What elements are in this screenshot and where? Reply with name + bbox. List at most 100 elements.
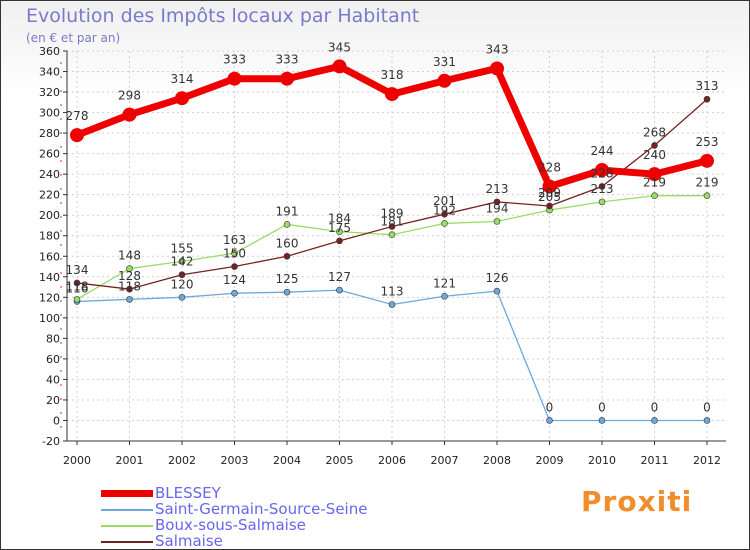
axis-dot [60, 90, 62, 92]
data-point [493, 218, 501, 225]
data-point [598, 183, 606, 190]
y-tick-label: 320 [39, 86, 60, 99]
data-point [283, 288, 291, 296]
x-tick-label: 2003 [221, 454, 249, 467]
y-tick-label: 80 [46, 332, 60, 345]
axis-dot [60, 286, 62, 288]
data-label: 124 [223, 273, 246, 287]
data-point [493, 198, 501, 206]
axis-dot [60, 426, 62, 428]
data-label: 313 [696, 79, 719, 93]
data-point [122, 107, 137, 122]
data-point [595, 163, 609, 178]
data-point [598, 198, 606, 206]
axis-dot [60, 202, 62, 204]
data-point [441, 220, 448, 227]
axis-dot [60, 412, 62, 414]
data-label: 205 [538, 190, 561, 204]
data-label: 253 [696, 135, 719, 149]
x-tick-label: 2001 [116, 454, 144, 467]
data-label: 113 [381, 285, 404, 299]
data-label: 126 [486, 271, 509, 285]
x-tick-label: 2007 [431, 454, 459, 467]
data-label: 128 [118, 269, 141, 283]
y-tick-label: 160 [39, 250, 60, 263]
data-label: 192 [433, 203, 456, 217]
data-label: 125 [276, 272, 299, 286]
data-point [283, 252, 291, 260]
y-tick-label: 240 [39, 168, 60, 181]
data-point [703, 192, 711, 200]
data-label: 345 [328, 40, 351, 54]
data-label: 333 [276, 53, 299, 67]
y-tick-label: 40 [46, 373, 60, 386]
data-label: 0 [598, 400, 606, 414]
x-tick-label: 2006 [378, 454, 406, 467]
y-tick-label: 140 [39, 271, 60, 284]
axis-dot [60, 216, 62, 218]
data-point [651, 142, 658, 149]
axis-dot [60, 342, 62, 344]
y-tick-label: 20 [46, 394, 60, 407]
axis-dot [60, 174, 62, 176]
data-label: 219 [696, 176, 719, 190]
x-tick-label: 2005 [326, 454, 354, 467]
chart-subtitle: (en € et par an) [26, 31, 121, 45]
data-label: 148 [118, 249, 141, 263]
data-label: 219 [643, 176, 666, 190]
data-point [332, 59, 347, 74]
legend-label: Salmaise [155, 532, 223, 550]
axis-dot [60, 146, 62, 148]
axis-dot [60, 132, 62, 134]
data-point [493, 287, 501, 295]
y-tick-label: 280 [39, 127, 60, 140]
axis-dot [60, 328, 62, 330]
y-tick-label: 260 [39, 148, 60, 161]
x-tick-label: 2009 [536, 454, 564, 467]
y-tick-label: 340 [39, 66, 60, 79]
data-label: 278 [66, 109, 89, 123]
data-point [227, 71, 242, 86]
data-point [388, 301, 396, 308]
legend-swatch [101, 490, 153, 497]
axis-dot [60, 258, 62, 260]
proxiti-logo: Proxiti [581, 485, 693, 518]
data-point [542, 179, 557, 194]
axis-dot [60, 160, 62, 162]
data-point [651, 192, 658, 200]
x-tick-label: 2000 [63, 454, 91, 467]
data-label: 116 [66, 281, 89, 295]
data-point [126, 265, 133, 272]
data-label: 228 [538, 160, 561, 174]
data-label: 181 [381, 215, 404, 229]
data-point [336, 237, 343, 245]
data-point [178, 258, 186, 265]
data-label: 127 [328, 270, 351, 284]
chart-title: Evolution des Impôts locaux par Habitant [26, 5, 420, 27]
data-label: 331 [433, 55, 456, 69]
data-point [651, 417, 658, 424]
legend-swatch [101, 525, 153, 527]
data-label: 194 [486, 201, 509, 215]
data-point [126, 296, 133, 303]
data-label: 240 [643, 148, 666, 162]
data-point [70, 128, 84, 143]
data-label: 201 [433, 194, 456, 208]
data-label: 155 [171, 241, 194, 255]
data-label: 163 [223, 233, 246, 247]
data-label: 191 [276, 204, 299, 218]
data-point [700, 153, 714, 168]
y-tick-label: 180 [39, 230, 60, 243]
data-label: 142 [171, 255, 194, 269]
legend-swatch [101, 541, 153, 543]
data-label: 298 [118, 89, 141, 103]
x-tick-label: 2002 [168, 454, 196, 467]
data-point [231, 249, 238, 257]
y-tick-label: 120 [39, 291, 60, 304]
legend-label: Saint-Germain-Source-Seine [155, 500, 368, 518]
data-point [388, 223, 396, 230]
data-point [388, 231, 396, 239]
y-tick-label: 0 [53, 414, 60, 427]
data-label: 0 [651, 400, 659, 414]
